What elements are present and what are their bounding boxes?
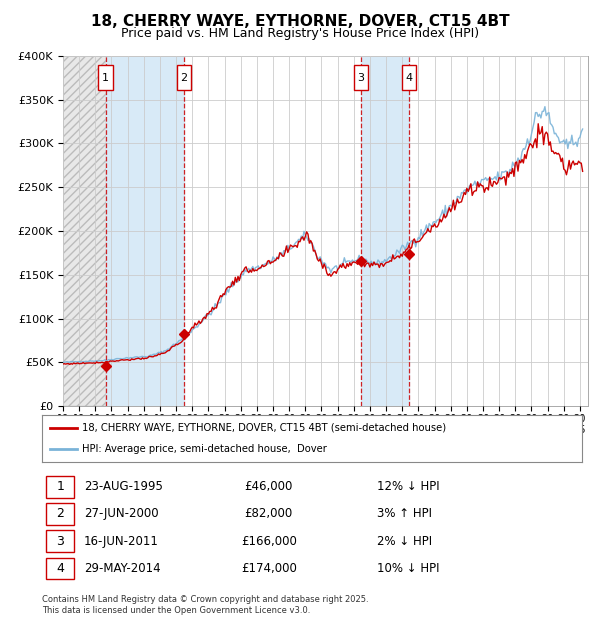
Text: 16-JUN-2011: 16-JUN-2011	[84, 535, 159, 547]
Text: 2: 2	[56, 508, 64, 520]
Text: 18, CHERRY WAYE, EYTHORNE, DOVER, CT15 4BT: 18, CHERRY WAYE, EYTHORNE, DOVER, CT15 4…	[91, 14, 509, 29]
Text: 29-MAY-2014: 29-MAY-2014	[84, 562, 161, 575]
Text: Price paid vs. HM Land Registry's House Price Index (HPI): Price paid vs. HM Land Registry's House …	[121, 27, 479, 40]
FancyBboxPatch shape	[98, 66, 113, 90]
Text: 27-JUN-2000: 27-JUN-2000	[84, 508, 159, 520]
FancyBboxPatch shape	[46, 476, 74, 497]
Text: 2: 2	[181, 73, 188, 82]
Text: 1: 1	[56, 480, 64, 493]
Text: 3: 3	[358, 73, 365, 82]
Bar	[106, 56, 184, 406]
Text: 3: 3	[56, 535, 64, 547]
Text: £46,000: £46,000	[245, 480, 293, 493]
Bar	[63, 56, 106, 406]
Text: £82,000: £82,000	[245, 508, 293, 520]
Text: 3% ↑ HPI: 3% ↑ HPI	[377, 508, 432, 520]
Text: 1: 1	[102, 73, 109, 82]
Text: 4: 4	[406, 73, 412, 82]
Bar	[361, 56, 409, 406]
Text: £166,000: £166,000	[241, 535, 297, 547]
FancyBboxPatch shape	[177, 66, 191, 90]
Text: 4: 4	[56, 562, 64, 575]
Text: Contains HM Land Registry data © Crown copyright and database right 2025.
This d: Contains HM Land Registry data © Crown c…	[42, 595, 368, 614]
FancyBboxPatch shape	[46, 530, 74, 552]
Text: 2% ↓ HPI: 2% ↓ HPI	[377, 535, 432, 547]
Text: HPI: Average price, semi-detached house,  Dover: HPI: Average price, semi-detached house,…	[83, 445, 328, 454]
FancyBboxPatch shape	[46, 503, 74, 525]
FancyBboxPatch shape	[46, 558, 74, 579]
Text: 23-AUG-1995: 23-AUG-1995	[84, 480, 163, 493]
FancyBboxPatch shape	[354, 66, 368, 90]
FancyBboxPatch shape	[401, 66, 416, 90]
Text: 10% ↓ HPI: 10% ↓ HPI	[377, 562, 439, 575]
Text: 12% ↓ HPI: 12% ↓ HPI	[377, 480, 439, 493]
Text: 18, CHERRY WAYE, EYTHORNE, DOVER, CT15 4BT (semi-detached house): 18, CHERRY WAYE, EYTHORNE, DOVER, CT15 4…	[83, 423, 446, 433]
Text: £174,000: £174,000	[241, 562, 297, 575]
